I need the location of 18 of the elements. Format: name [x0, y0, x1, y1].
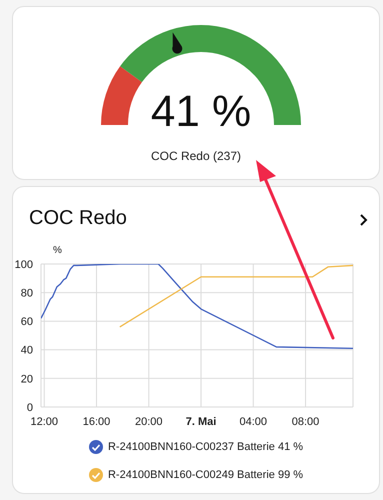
y-tick-label: 60 — [20, 316, 33, 328]
y-tick-label: 100 — [14, 258, 33, 271]
y-tick-label: 0 — [26, 402, 33, 414]
legend-label: R-24100BNN160-C00249 Batterie 99 % — [108, 469, 304, 481]
chart-title: COC Redo — [29, 207, 127, 230]
y-tick-label: 80 — [20, 288, 33, 300]
text: COC Redo (237) — [150, 149, 242, 163]
legend-label: R-24100BNN160-C00237 Batterie 41 % — [108, 441, 304, 453]
text: 41 % — [150, 87, 252, 136]
y-tick-label: 40 — [20, 344, 33, 357]
x-tick-label: 08:00 — [292, 416, 320, 428]
x-tick-label: 16:00 — [82, 416, 110, 428]
x-tick-label: 7. Mai — [186, 416, 216, 428]
x-tick-label: 04:00 — [240, 416, 268, 428]
x-tick-label: 12:00 — [30, 416, 58, 428]
y-tick-label: 20 — [20, 373, 33, 386]
y-axis-title: % — [53, 245, 62, 256]
x-tick-label: 20:00 — [135, 416, 163, 428]
